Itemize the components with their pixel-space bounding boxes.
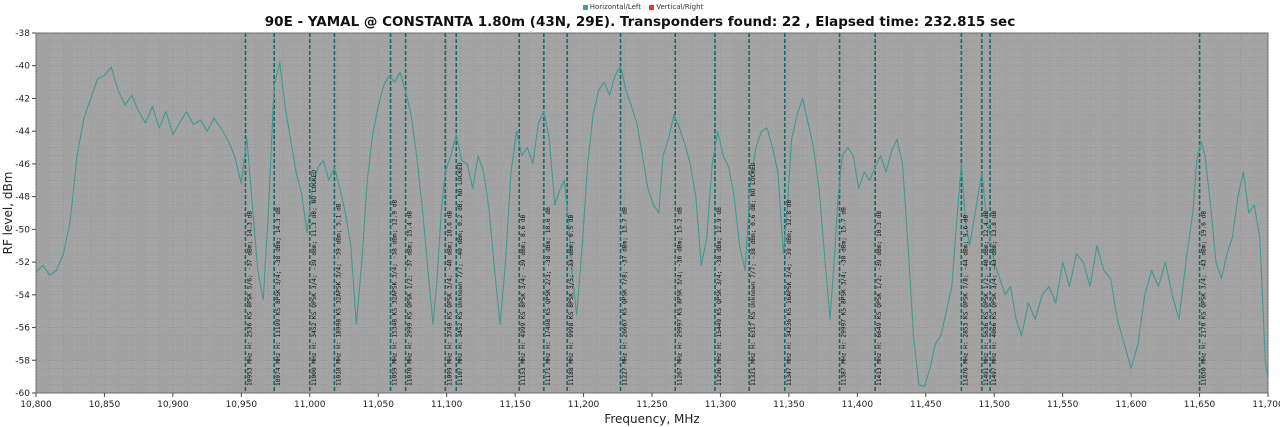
x-tick-label: 11,500 <box>978 400 1010 410</box>
y-tick-label: -60 <box>15 389 30 399</box>
legend-label-horizontal: Horizontal/Left <box>589 3 642 11</box>
chart-title: 90E - YAMAL @ CONSTANTA 1.80m (43N, 29E)… <box>264 14 1016 30</box>
transponder-label: 11188 MHz H: 9998 KS 8PSK 3/5; -33 dBm; … <box>568 214 575 386</box>
series-line-horizontal-left <box>35 61 1269 388</box>
y-tick-label: -38 <box>15 29 30 39</box>
y-tick-label: -52 <box>15 258 30 268</box>
transponder-label: 10974 MHz H: 11199 KS 8PSK 3/4; -38 dBm;… <box>275 207 282 386</box>
transponder-label: 11413 MHz H: 6649 KS QPSK 1/2; -39 dBm; … <box>876 211 883 386</box>
transponder-label: 11491 MHz H: 5636 KS QPSK 1/2; -40 dBm; … <box>983 211 990 386</box>
y-tick-label: -40 <box>15 62 30 72</box>
x-tick-label: 11,250 <box>636 400 668 410</box>
transponder-label: 11018 MHz H: 18998 KS 32APSK 3/4; -39 dB… <box>335 203 342 386</box>
transponder-label: 11296 MHz H: 15449 KS QPSK 3/4; -38 dBm;… <box>716 207 723 386</box>
x-tick-label: 11,600 <box>1115 400 1147 410</box>
x-tick-label: 11,300 <box>705 400 737 410</box>
x-tick-label: 11,000 <box>294 400 326 410</box>
x-axis-label: Frequency, MHz <box>604 412 699 426</box>
x-tick-label: 10,900 <box>157 400 189 410</box>
x-tick-label: 10,800 <box>20 400 52 410</box>
x-tick-label: 11,400 <box>842 400 874 410</box>
transponder-label: 11070 MHz H: 2999 KS QPSK 1/2; -37 dBm; … <box>407 211 414 386</box>
x-tick-label: 11,200 <box>568 400 600 410</box>
x-tick-label: 11,700 <box>1252 400 1280 410</box>
transponder-label: 11347 MHz H: 34236 KS 16APSK 3/4; -39 dB… <box>786 199 793 386</box>
x-tick-label: 11,550 <box>1047 400 1079 410</box>
transponder-label: 11267 MHz H: 29997 KS 8PSK 3/4; -36 dBm;… <box>676 207 683 386</box>
y-axis-label: RF level, dBm <box>1 172 15 255</box>
legend-swatch-horizontal <box>582 4 588 10</box>
transponder-label: 11497 MHz H: 4066 KS QPSK 3/4; -43 dBm; … <box>991 211 998 386</box>
x-tick-label: 11,100 <box>431 400 463 410</box>
y-tick-label: -46 <box>15 160 30 170</box>
transponder-label: 11059 MHz H: 15348 KS 32APSK 3/4; -38 dB… <box>392 199 399 386</box>
x-tick-label: 11,350 <box>773 400 805 410</box>
transponder-label: 11650 MHz H: 2170 KS QPSK 3/4; -43 dBm; … <box>1201 211 1208 386</box>
x-tick-label: 11,050 <box>362 400 394 410</box>
legend-swatch-vertical <box>649 4 655 10</box>
y-tick-label: -44 <box>15 127 30 137</box>
transponder-label: 11107 MHz H: 3452 KS Unknown 7/7; -40 dB… <box>457 162 464 386</box>
x-tick-label: 11,650 <box>1184 400 1216 410</box>
x-tick-label: 11,150 <box>499 400 531 410</box>
y-tick-label: -42 <box>15 94 30 104</box>
transponder-label: 11153 MHz H: 4999 KS 8PSK 3/4; -39 dBm; … <box>520 214 527 386</box>
y-tick-label: -48 <box>15 193 30 203</box>
transponder-label: 11476 MHz H: 2853 KS QPSK 7/8; -44 dBm; … <box>962 214 969 386</box>
x-tick-label: 11,450 <box>910 400 942 410</box>
transponder-label: 11321 MHz H: 6317 KS Unknown 7/7; -38 dB… <box>750 162 757 386</box>
transponder-label: 11227 MHz H: 26667 KS QPSK 7/8; -37 dBm;… <box>622 207 629 386</box>
transponder-label: 10953 MHz H: 2536 KS 8PSK 5/6; -37 dBm; … <box>246 211 253 386</box>
x-tick-label: 10,850 <box>89 400 121 410</box>
y-tick-label: -58 <box>15 356 30 366</box>
y-tick-label: -50 <box>15 225 30 235</box>
chart-legend: Horizontal/Left Vertical/Right <box>0 3 1280 11</box>
transponder-label: 11000 MHz H: 3452 KS QPSK 3/4; -39 dBm; … <box>311 170 318 386</box>
legend-label-vertical: Vertical/Right <box>656 3 704 11</box>
y-tick-label: -54 <box>15 291 30 301</box>
transponder-label: 11387 MHz H: 29997 KS 8PSK 3/4; -38 dBm;… <box>841 207 848 386</box>
transponder-label: 11171 MHz H: 17498 KS QPSK 2/3; -38 dBm;… <box>545 207 552 386</box>
y-tick-label: -56 <box>15 324 30 334</box>
transponder-label: 11099 MHz H: 3749 KS QPSK 3/4; -40 dBm; … <box>446 211 453 386</box>
x-tick-label: 10,950 <box>226 400 258 410</box>
